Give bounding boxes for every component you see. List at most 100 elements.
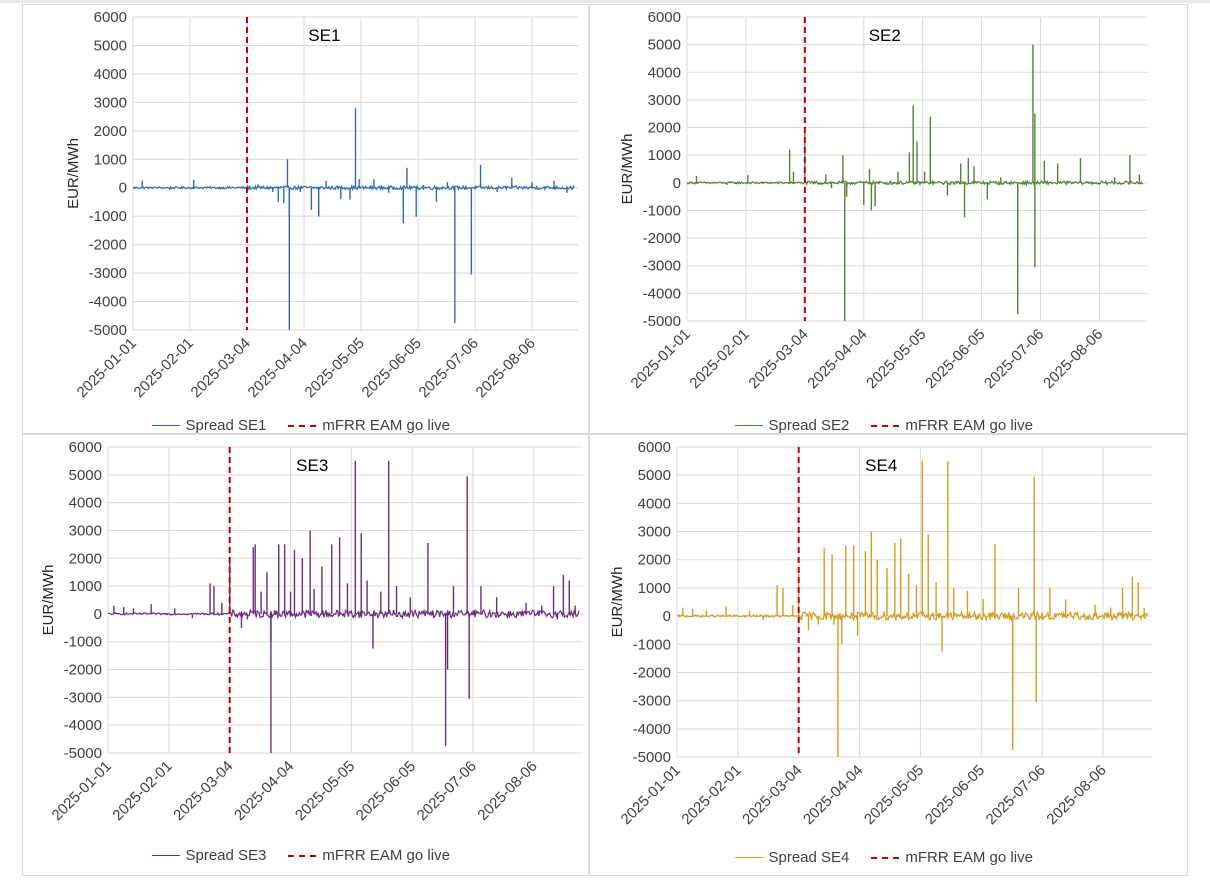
legend-swatch xyxy=(734,425,763,426)
chart-title: SE1 xyxy=(308,26,340,45)
y-tick-label: 1000 xyxy=(69,578,102,595)
x-tick-label: 2025-06-05 xyxy=(922,326,988,392)
x-tick-label: 2025-07-06 xyxy=(416,335,482,401)
legend-label: mFRR EAM go live xyxy=(905,417,1033,434)
x-tick-label: 2025-05-05 xyxy=(302,335,368,401)
legend-item-golive: mFRR EAM go live xyxy=(871,849,1033,866)
y-tick-label: 0 xyxy=(673,175,681,192)
y-tick-label: -3000 xyxy=(64,689,102,706)
x-tick-label: 2025-07-06 xyxy=(983,762,1049,828)
y-tick-label: 0 xyxy=(119,180,127,197)
chart-title: SE3 xyxy=(296,456,328,475)
y-tick-label: -3000 xyxy=(633,693,671,710)
y-tick-label: -5000 xyxy=(643,313,681,330)
x-tick-label: 2025-08-06 xyxy=(473,335,539,401)
y-tick-label: 4000 xyxy=(69,495,102,512)
y-tick-label: 5000 xyxy=(69,467,102,484)
legend: Spread SE2 mFRR EAM go live xyxy=(734,417,1033,434)
legend-item-golive: mFRR EAM go live xyxy=(288,417,450,434)
y-tick-label: 6000 xyxy=(638,439,671,456)
x-tick-label: 2025-02-01 xyxy=(686,326,752,392)
chart-panel-se4: 6000 5000 4000 3000 2000 1000 0 -1000 -2000 -3000… xyxy=(589,434,1188,876)
x-tick-label: 2025-04-04 xyxy=(804,326,870,392)
series-group xyxy=(677,461,1149,757)
y-tick-label: 0 xyxy=(94,606,102,623)
y-tick-label: 3000 xyxy=(69,522,102,539)
chart-panel-se1: 6000 5000 4000 3000 2000 1000 0 -1000 -2000 -3000… xyxy=(22,4,589,434)
y-tick-label: -4000 xyxy=(64,717,102,734)
x-tick-label: 2025-03-04 xyxy=(188,335,254,401)
x-tick-label: 2025-06-05 xyxy=(353,758,419,824)
x-tick-label: 2025-02-01 xyxy=(131,335,197,401)
chart-title: SE4 xyxy=(865,456,897,475)
legend-item-golive: mFRR EAM go live xyxy=(288,847,450,864)
x-tick-label: 2025-04-04 xyxy=(800,762,866,828)
x-tick-label: 2025-02-01 xyxy=(109,758,175,824)
legend-swatch xyxy=(871,424,900,427)
x-tick-label: 2025-05-05 xyxy=(863,326,929,392)
legend-item-spread: Spread SE3 xyxy=(151,847,267,864)
y-tick-label: -3000 xyxy=(643,258,681,275)
chart-svg: 6000 5000 4000 3000 2000 1000 0 -1000 -2000 -3000… xyxy=(619,9,1147,392)
x-tick-label: 2025-08-06 xyxy=(1043,762,1109,828)
x-tick-label: 2025-08-06 xyxy=(474,758,540,824)
y-tick-label: -1000 xyxy=(643,202,681,219)
y-axis-title: EUR/MWh xyxy=(609,567,626,638)
x-tick-label: 2025-08-06 xyxy=(1040,326,1106,392)
y-tick-label: 5000 xyxy=(638,467,671,484)
legend-swatch xyxy=(151,425,180,426)
legend-label: Spread SE2 xyxy=(768,417,850,434)
x-tick-label: 2025-01-01 xyxy=(628,326,694,392)
chart-title: SE2 xyxy=(869,26,901,45)
x-tick-label: 2025-02-01 xyxy=(678,762,744,828)
legend-label: mFRR EAM go live xyxy=(905,849,1033,866)
series-group xyxy=(108,460,580,753)
legend-swatch xyxy=(734,857,763,858)
legend: Spread SE1 mFRR EAM go live xyxy=(151,417,450,434)
y-tick-label: 3000 xyxy=(638,524,671,541)
y-tick-label: 4000 xyxy=(94,66,127,83)
y-tick-label: 1000 xyxy=(648,147,681,164)
legend: Spread SE4 mFRR EAM go live xyxy=(734,849,1033,866)
y-tick-label: 2000 xyxy=(69,550,102,567)
y-tick-label: -2000 xyxy=(64,662,102,679)
legend-label: mFRR EAM go live xyxy=(322,847,450,864)
y-tick-label: 6000 xyxy=(69,439,102,456)
legend-item-spread: Spread SE2 xyxy=(734,417,850,434)
y-tick-label: 5000 xyxy=(94,37,127,54)
legend-swatch xyxy=(871,856,900,859)
legend-swatch xyxy=(288,424,317,427)
x-tick-label: 2025-04-04 xyxy=(245,335,311,401)
x-tick-label: 2025-05-05 xyxy=(861,762,927,828)
series-group xyxy=(133,108,575,330)
top-strip xyxy=(0,0,1210,3)
y-tick-label: 2000 xyxy=(648,120,681,137)
legend-label: mFRR EAM go live xyxy=(322,417,450,434)
y-tick-label: -1000 xyxy=(89,208,127,225)
series-line xyxy=(108,608,580,620)
series-line xyxy=(687,179,1144,187)
y-tick-label: -5000 xyxy=(633,749,671,766)
legend-label: Spread SE3 xyxy=(185,847,267,864)
legend-label: Spread SE1 xyxy=(185,417,267,434)
x-tick-label: 2025-03-04 xyxy=(739,762,805,828)
chart-panel-se3: 6000 5000 4000 3000 2000 1000 0 -1000 -2000 -3000… xyxy=(22,434,589,876)
y-tick-label: -2000 xyxy=(89,237,127,254)
y-tick-label: -4000 xyxy=(633,721,671,738)
y-tick-label: -2000 xyxy=(643,230,681,247)
x-tick-label: 2025-01-01 xyxy=(49,758,115,824)
y-tick-label: 5000 xyxy=(648,37,681,54)
y-axis-title: EUR/MWh xyxy=(619,134,636,205)
y-tick-label: 4000 xyxy=(648,64,681,81)
chart-svg: 6000 5000 4000 3000 2000 1000 0 -1000 -2000 -3000… xyxy=(609,439,1152,828)
legend-label: Spread SE4 xyxy=(768,849,850,866)
legend-item-spread: Spread SE1 xyxy=(151,417,267,434)
x-tick-label: 2025-05-05 xyxy=(292,758,358,824)
y-tick-label: 6000 xyxy=(94,9,127,26)
legend-swatch xyxy=(288,854,317,857)
y-tick-label: -1000 xyxy=(633,636,671,653)
y-tick-label: 1000 xyxy=(638,580,671,597)
y-tick-label: 3000 xyxy=(648,92,681,109)
y-tick-label: -5000 xyxy=(64,745,102,762)
